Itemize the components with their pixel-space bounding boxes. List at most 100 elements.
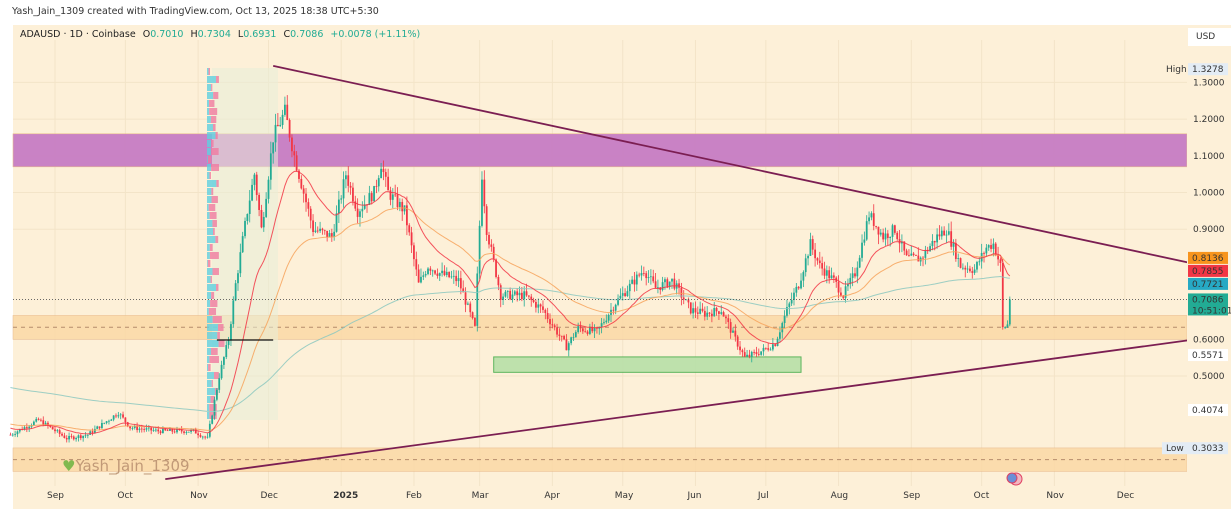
volume-profile-bar-up: [207, 84, 212, 91]
volume-profile-bar-down: [216, 180, 219, 187]
candle-body: [617, 298, 619, 305]
candle-body: [298, 170, 300, 179]
volume-profile-bar-up: [207, 364, 209, 371]
candle-body: [851, 273, 854, 278]
volume-profile-bar-up: [207, 220, 213, 227]
candle-body: [936, 234, 938, 243]
candle-body: [152, 430, 155, 431]
ema-20-line: [10, 170, 1011, 435]
volume-profile-bar-up: [207, 348, 211, 355]
candle-body: [624, 293, 626, 297]
candle-body: [255, 174, 258, 195]
candle-body: [51, 426, 54, 430]
volume-profile-bar-down: [211, 196, 218, 203]
candle-body: [760, 351, 763, 355]
candle-body: [579, 326, 582, 329]
candle-body: [657, 287, 659, 289]
time-tick-label: May: [615, 491, 634, 501]
candle-body: [964, 267, 967, 270]
candle-body: [710, 313, 713, 317]
volume-profile-bar-down: [210, 396, 215, 403]
candle-body: [802, 272, 805, 281]
candle-body: [786, 307, 788, 316]
candle-body: [694, 308, 697, 313]
time-tick-label: Jul: [757, 491, 769, 501]
candle-body: [748, 354, 751, 357]
candle-body: [954, 242, 957, 259]
time-tick-label: Apr: [544, 491, 560, 501]
candle-body: [922, 257, 924, 259]
candle-body: [49, 425, 52, 427]
candle-body: [804, 258, 807, 273]
candle-body: [213, 399, 216, 416]
ema-50-value: 0.8136: [1192, 254, 1224, 264]
candle-body: [91, 431, 94, 433]
candle-body: [905, 250, 908, 256]
candle-body: [230, 324, 232, 341]
candle-body: [363, 204, 366, 209]
candle-body: [201, 436, 204, 438]
candle-body: [478, 225, 481, 274]
candle-body: [77, 435, 80, 438]
low-value-label-bg: [1188, 442, 1228, 455]
candle-body: [215, 389, 218, 400]
candle-body: [990, 245, 992, 249]
volume-profile-bar-up: [207, 300, 211, 307]
ema-50-value-bg: [1188, 251, 1228, 264]
high-value-label-bg: [1188, 63, 1228, 76]
candle-body: [837, 281, 840, 293]
candle-body: [427, 268, 429, 275]
candle-body: [612, 309, 615, 311]
volume-profile-bar-down: [209, 356, 219, 363]
candle-body: [661, 282, 664, 290]
candle-body: [112, 415, 115, 420]
candle-body: [999, 259, 1002, 263]
candle-body: [779, 332, 781, 339]
volume-profile-bar-up: [207, 172, 210, 179]
candle-body: [577, 326, 580, 333]
volume-profile-bar-down: [209, 172, 211, 179]
candle-body: [788, 303, 791, 308]
volume-profile-bar-up: [207, 380, 212, 387]
candle-body: [776, 338, 779, 346]
candle-body: [302, 188, 305, 194]
candle-body: [321, 228, 324, 231]
candle-body: [898, 239, 901, 244]
candle-body: [725, 316, 727, 319]
volume-profile-bar-down: [210, 300, 218, 307]
candle-body: [101, 422, 103, 429]
candle-body: [258, 194, 261, 211]
low-label: L: [237, 29, 244, 40]
candle-body: [459, 278, 462, 289]
candle-body: [276, 124, 279, 127]
candle-body: [626, 291, 629, 297]
symbol-label[interactable]: ADAUSD · 1D · Coinbase: [20, 29, 136, 40]
volume-profile-bar-up: [207, 92, 214, 99]
candle-body: [429, 268, 432, 271]
candle-body: [910, 253, 913, 256]
candle-body: [337, 199, 340, 214]
candle-body: [809, 239, 812, 256]
candle-body: [239, 252, 242, 274]
candle-body: [389, 190, 392, 200]
candle-body: [373, 186, 375, 202]
candle-body: [497, 277, 500, 286]
candle-body: [267, 179, 270, 199]
candle-body: [983, 252, 985, 254]
candle-body: [171, 428, 174, 432]
volume-profile-bar-down: [213, 372, 219, 379]
candle-body: [105, 421, 108, 423]
candle-body: [823, 268, 826, 276]
candle-body: [607, 314, 610, 321]
candle-body: [506, 290, 509, 292]
candle-body: [98, 426, 101, 429]
candle-body: [861, 242, 863, 258]
candle-body: [293, 151, 296, 156]
volume-profile-bar-down: [209, 412, 217, 419]
currency-label[interactable]: USD: [1188, 28, 1231, 46]
volume-profile-bar-down: [212, 220, 217, 227]
candle-body: [248, 200, 251, 214]
candle-body: [185, 432, 188, 433]
candle-body: [58, 430, 61, 434]
